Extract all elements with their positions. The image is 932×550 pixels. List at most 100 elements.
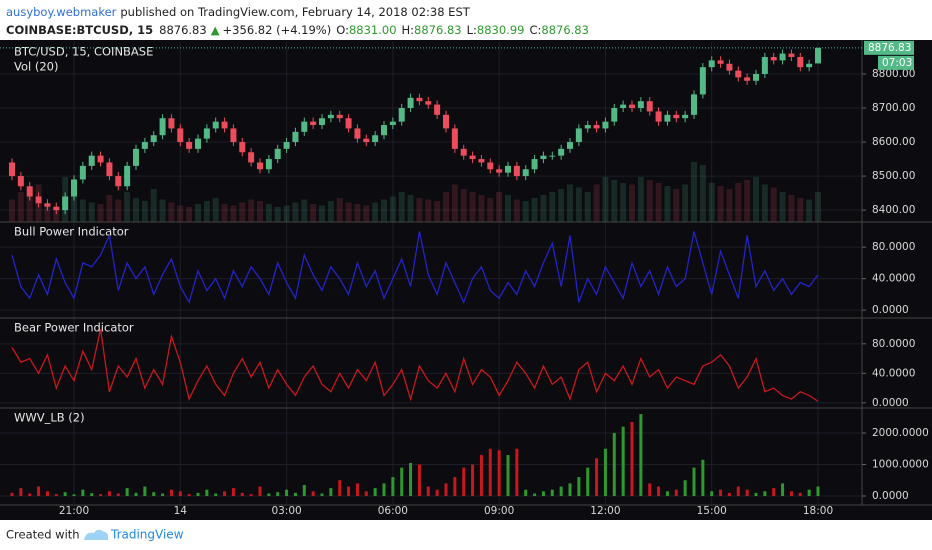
- bar: [417, 464, 421, 496]
- candle-body: [744, 77, 751, 81]
- candle-body: [620, 104, 627, 109]
- candle-body: [168, 118, 175, 129]
- volume-bar: [425, 199, 432, 222]
- bar: [568, 483, 572, 496]
- candle-body: [53, 206, 60, 211]
- bar: [781, 483, 785, 496]
- bar: [285, 489, 289, 496]
- open-value: 8831.00: [349, 23, 397, 37]
- volume-bar: [26, 195, 33, 222]
- candle-body: [513, 165, 520, 177]
- candle-body: [336, 114, 343, 119]
- bar: [550, 489, 554, 496]
- bar: [453, 477, 457, 496]
- y-tick-label: 80.0000: [872, 338, 915, 350]
- volume-bar: [115, 199, 122, 222]
- x-tick-label: 15:00: [697, 505, 727, 517]
- volume-bar: [708, 183, 715, 222]
- y-tick-label: 8800.00: [872, 68, 915, 80]
- x-tick-label: 18:00: [803, 505, 833, 517]
- candle-body: [788, 53, 795, 57]
- bar: [72, 494, 76, 496]
- volume-bar: [292, 202, 299, 222]
- candle-body: [770, 56, 777, 61]
- candle-body: [540, 155, 547, 160]
- candle-body: [203, 128, 210, 139]
- bar: [763, 491, 767, 496]
- bar: [727, 492, 731, 496]
- volume-bar: [88, 202, 95, 222]
- x-tick-label: 09:00: [484, 505, 514, 517]
- volume-bar: [221, 204, 228, 222]
- bar: [187, 494, 191, 496]
- bar: [249, 494, 253, 496]
- candle-body: [531, 159, 538, 170]
- bar: [409, 462, 413, 496]
- bar: [10, 492, 14, 496]
- bar: [355, 483, 359, 496]
- candle-body: [717, 60, 724, 64]
- volume-bar: [239, 202, 246, 222]
- volume-bar: [540, 195, 547, 222]
- candle-body: [177, 128, 184, 143]
- candle-body: [779, 53, 786, 61]
- volume-bar: [106, 195, 113, 222]
- bar: [231, 488, 235, 496]
- candle-body: [26, 186, 33, 197]
- bar: [701, 459, 705, 496]
- candle-body: [17, 176, 24, 187]
- bar: [426, 486, 430, 496]
- volume-bar: [336, 198, 343, 222]
- bar: [311, 491, 315, 496]
- bar: [302, 484, 306, 496]
- bar: [621, 426, 625, 496]
- volume-bar: [301, 199, 308, 222]
- candle-body: [629, 104, 635, 109]
- candle-body: [44, 203, 51, 207]
- bar: [462, 467, 466, 496]
- bar: [541, 491, 545, 496]
- volume-bar: [363, 205, 370, 222]
- volume-bar: [398, 192, 405, 222]
- volume-bar: [735, 183, 742, 222]
- bar: [54, 494, 58, 496]
- volume-bar: [549, 192, 556, 222]
- candle-body: [558, 148, 565, 156]
- volume-bar: [177, 205, 184, 222]
- volume-bar: [97, 204, 104, 222]
- volume-bar: [141, 201, 148, 222]
- candle-body: [88, 155, 95, 166]
- candle-body: [354, 128, 361, 139]
- low-value: 8830.99: [477, 23, 525, 37]
- volume-bar: [496, 192, 503, 222]
- y-tick-label: 8700.00: [872, 102, 915, 114]
- bar: [223, 491, 227, 496]
- bar: [338, 480, 342, 496]
- volume-bar: [389, 196, 396, 222]
- bar: [169, 489, 173, 496]
- volume-bar: [407, 195, 414, 222]
- bar: [329, 488, 333, 496]
- candle-body: [637, 101, 644, 109]
- footer-background: [0, 520, 932, 550]
- volume-bar: [558, 189, 565, 222]
- y-tick-label: 1000.0000: [872, 458, 929, 470]
- volume-bar: [611, 180, 618, 222]
- bar: [382, 483, 386, 496]
- volume-bar: [815, 192, 821, 222]
- candle-body: [664, 114, 671, 122]
- bar: [816, 486, 820, 496]
- volume-bar: [345, 202, 352, 222]
- brand-name[interactable]: TradingView: [110, 528, 184, 542]
- last-price-label: 8876.83: [868, 42, 911, 54]
- volume-bar: [761, 184, 768, 222]
- bar: [107, 491, 111, 496]
- bar: [258, 486, 262, 496]
- bar: [577, 477, 581, 496]
- candle-body: [106, 162, 113, 177]
- author-link[interactable]: ausyboy.webmaker: [6, 5, 117, 19]
- candle-body: [212, 121, 219, 129]
- pane-title: WWV_LB (2): [14, 411, 85, 425]
- candle-body: [9, 162, 15, 177]
- candle-body: [584, 125, 591, 129]
